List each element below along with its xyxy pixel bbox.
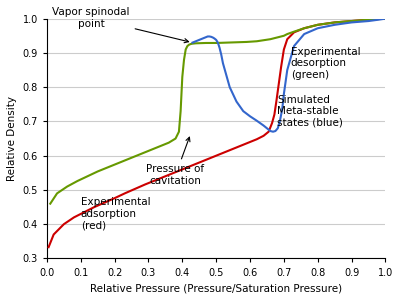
- Text: Pressure of
cavitation: Pressure of cavitation: [146, 137, 205, 186]
- Text: Vapor spinodal
point: Vapor spinodal point: [52, 7, 188, 43]
- Text: Experimental
desorption
(green): Experimental desorption (green): [291, 46, 360, 80]
- Y-axis label: Relative Density: Relative Density: [7, 96, 17, 181]
- Text: Experimental
adsorption
(red): Experimental adsorption (red): [81, 197, 150, 230]
- Text: Simulated
Meta-stable
states (blue): Simulated Meta-stable states (blue): [277, 94, 343, 128]
- X-axis label: Relative Pressure (Pressure/Saturation Pressure): Relative Pressure (Pressure/Saturation P…: [90, 283, 342, 293]
